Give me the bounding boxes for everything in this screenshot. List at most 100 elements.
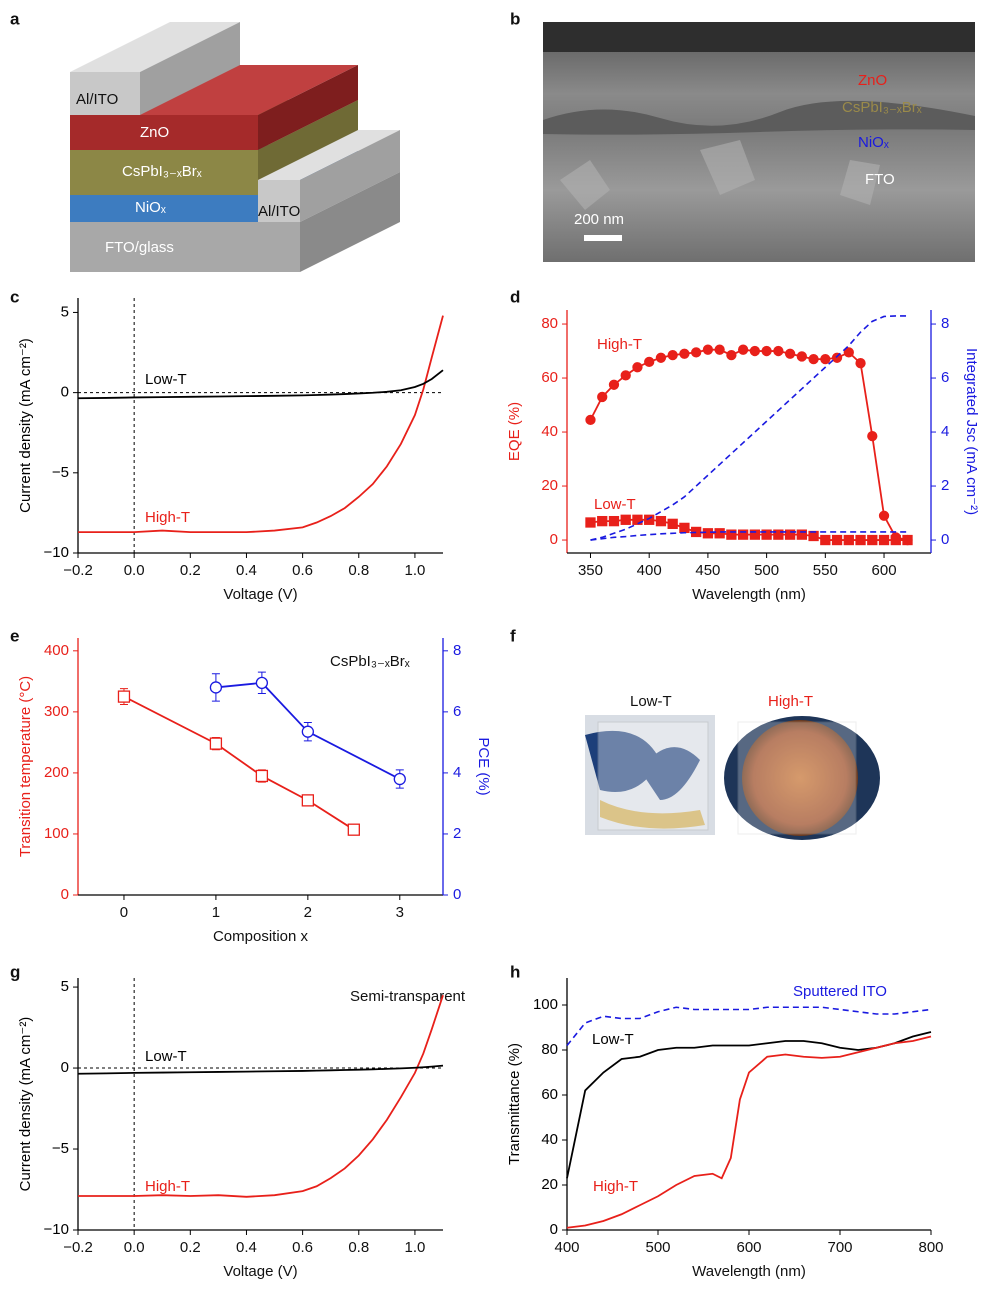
x-tick-label: 0.0 — [124, 562, 145, 579]
point — [786, 349, 795, 358]
x-tick-label: 400 — [637, 562, 662, 579]
sem-label: NiOₓ — [858, 134, 889, 151]
series-line — [567, 1032, 931, 1178]
y-tick-label: 400 — [44, 642, 69, 659]
x-tick-label: 0.2 — [180, 562, 201, 579]
panel-letter: f — [510, 626, 516, 645]
y2-tick-label: 8 — [453, 642, 461, 659]
y-tick-label: 0 — [61, 384, 69, 401]
y-tick-label: 0 — [550, 1221, 558, 1238]
point — [210, 738, 221, 749]
y-tick-label: 5 — [61, 978, 69, 995]
x-tick-label: 3 — [396, 904, 404, 921]
x-tick-label: 700 — [827, 1239, 852, 1256]
point — [868, 536, 877, 545]
y2-tick-label: 0 — [941, 531, 949, 548]
x-axis-label: Voltage (V) — [223, 1263, 297, 1280]
panel-a: a Al/ITOZnOCsPbI₃₋ₓBrₓNiOₓFTO/glassAl/IT… — [10, 9, 400, 272]
y2-tick-label: 2 — [453, 825, 461, 842]
annotation: Semi-transparent — [350, 988, 466, 1005]
point — [609, 517, 618, 526]
y2-tick-label: 0 — [453, 886, 461, 903]
point — [868, 432, 877, 441]
x-axis-label: Voltage (V) — [223, 586, 297, 603]
panel-letter: a — [10, 9, 20, 28]
point — [210, 682, 221, 693]
panel-letter: d — [510, 287, 520, 306]
point — [621, 371, 630, 380]
y-tick-label: 100 — [533, 996, 558, 1013]
y-tick-label: 0 — [550, 531, 558, 548]
chart: e0123010020030040002468Composition xTran… — [10, 626, 492, 944]
panel-letter: c — [10, 287, 19, 306]
x-tick-label: 0.6 — [292, 562, 313, 579]
y-tick-label: 40 — [541, 423, 558, 440]
y-axis-label: Transmittance (%) — [506, 1043, 523, 1165]
point — [348, 824, 359, 835]
point — [833, 353, 842, 362]
series-line — [590, 350, 907, 540]
point — [821, 355, 830, 364]
y-tick-label: −5 — [52, 1140, 69, 1157]
y-tick-label: −10 — [44, 1221, 69, 1238]
x-tick-label: 350 — [578, 562, 603, 579]
x-tick-label: 450 — [695, 562, 720, 579]
sem-vacuum — [543, 22, 975, 52]
point — [680, 523, 689, 532]
point — [668, 351, 677, 360]
x-tick-label: 1.0 — [404, 562, 425, 579]
point — [633, 363, 642, 372]
x-tick-label: 500 — [754, 562, 779, 579]
series-label: Low-T — [145, 1048, 187, 1065]
y2-axis-label: Integrated Jsc (mA cm⁻²) — [963, 348, 980, 515]
x-tick-label: 500 — [645, 1239, 670, 1256]
y2-tick-label: 8 — [941, 315, 949, 332]
point — [774, 347, 783, 356]
x-tick-label: 0.2 — [180, 1239, 201, 1256]
panel-letter: h — [510, 962, 520, 981]
point — [715, 529, 724, 538]
x-axis-label: Wavelength (nm) — [692, 1263, 806, 1280]
point — [715, 345, 724, 354]
photo-label: Low-T — [630, 693, 672, 710]
photo-film — [598, 722, 708, 830]
layer-label: NiOₓ — [135, 199, 166, 216]
series-label: Low-T — [594, 496, 636, 513]
point — [809, 531, 818, 540]
y-tick-label: −5 — [52, 464, 69, 481]
chart: d35040045050055060002040608002468Wavelen… — [506, 287, 980, 602]
point — [645, 357, 654, 366]
photo-label: High-T — [768, 693, 813, 710]
y2-tick-label: 2 — [941, 477, 949, 494]
x-axis-label: Wavelength (nm) — [692, 586, 806, 603]
y2-axis-label: PCE (%) — [475, 737, 492, 795]
point — [302, 795, 313, 806]
series-label: High-T — [593, 1178, 638, 1195]
point — [703, 345, 712, 354]
point — [692, 348, 701, 357]
annotation: CsPbI₃₋ₓBrₓ — [330, 653, 410, 670]
point — [797, 352, 806, 361]
series-line — [78, 316, 443, 533]
x-tick-label: 0 — [120, 904, 128, 921]
x-tick-label: 800 — [918, 1239, 943, 1256]
y-tick-label: 60 — [541, 369, 558, 386]
point — [118, 691, 129, 702]
point — [880, 511, 889, 520]
point — [844, 536, 853, 545]
series-label: High-T — [145, 1178, 190, 1195]
x-tick-label: 2 — [304, 904, 312, 921]
y2-tick-label: 6 — [453, 703, 461, 720]
series-line — [78, 370, 443, 398]
x-tick-label: 600 — [736, 1239, 761, 1256]
series-label: High-T — [597, 336, 642, 353]
layer-label: FTO/glass — [105, 239, 174, 256]
x-tick-label: 550 — [813, 562, 838, 579]
point — [598, 392, 607, 401]
series-line — [78, 995, 443, 1197]
series-line — [78, 1066, 443, 1074]
point — [750, 347, 759, 356]
series-line — [567, 1037, 931, 1228]
photo-film — [738, 722, 856, 834]
